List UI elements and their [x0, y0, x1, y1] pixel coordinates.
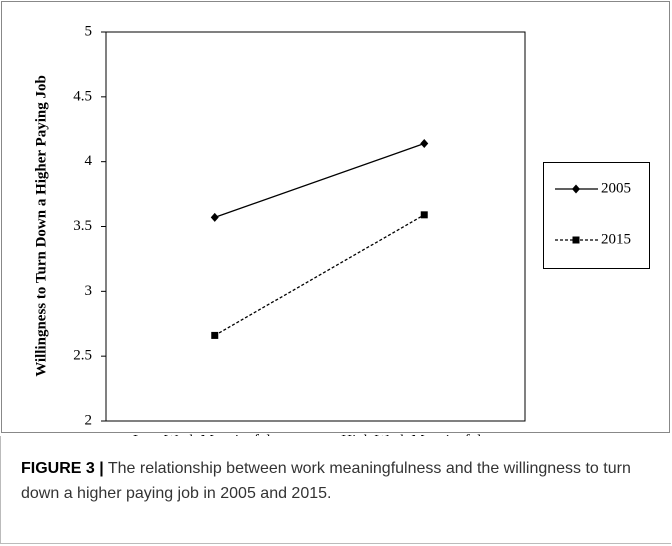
y-tick-label: 2.5 [73, 348, 92, 364]
y-tick-label: 3 [85, 283, 93, 299]
caption-text: The relationship between work meaningful… [21, 460, 631, 502]
chart: Willingness to Turn Down a Higher Paying… [1, 1, 670, 436]
caption: FIGURE 3 | The relationship between work… [21, 456, 641, 506]
legend-marker [572, 236, 580, 244]
data-point [420, 211, 428, 219]
series-line [214, 142, 425, 219]
chart-frame [1, 1, 670, 433]
legend-label: 2015 [601, 231, 631, 247]
x-tick-label: High Work Meaningfulness [341, 432, 507, 436]
caption-box: FIGURE 3 | The relationship between work… [0, 436, 671, 544]
y-tick-label: 4.5 [73, 88, 92, 104]
legend-box [543, 162, 650, 269]
y-tick-label: 4 [85, 153, 93, 169]
legend-label: 2005 [601, 180, 631, 196]
plot-area [105, 31, 526, 422]
caption-label: FIGURE 3 | [21, 460, 104, 477]
y-tick-label: 5 [85, 23, 93, 39]
data-point [211, 331, 219, 339]
data-point [420, 139, 429, 149]
y-tick-label: 3.5 [73, 218, 92, 234]
data-point [210, 212, 219, 222]
y-tick-label: 2 [85, 412, 93, 428]
legend-marker [572, 184, 580, 194]
x-tick-label: Low Work Meaningfulness [133, 432, 297, 436]
series-line [214, 214, 425, 336]
y-axis-label: Willingness to Turn Down a Higher Paying… [33, 75, 49, 377]
